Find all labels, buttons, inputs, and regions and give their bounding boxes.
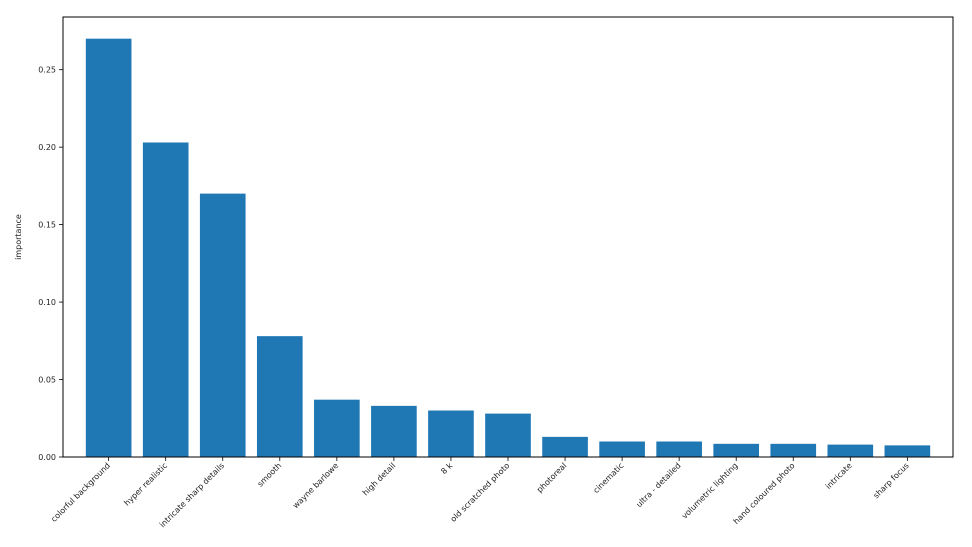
bar-4 [314,399,360,457]
y-tick-label-1: 0.05 [38,376,56,385]
x-tick-label-6: 8 k [439,461,454,476]
y-axis-label: importance [14,214,23,260]
y-tick-label-3: 0.15 [38,221,56,230]
x-tick-label-4: wayne barlowe [291,461,340,510]
x-tick-label-14: sharp focus [872,461,911,500]
bar-12 [770,443,817,457]
bar-6 [428,410,474,457]
x-tick-label-11: volumetric lighting [680,461,740,521]
x-tick-label-9: cinematic [592,461,626,495]
x-tick-label-12: hand coloured photo [732,461,797,526]
bar-3 [256,336,303,457]
bar-9 [599,441,645,457]
y-tick-label-0: 0.00 [38,453,56,462]
y-tick-label-5: 0.25 [38,66,56,75]
x-tick-label-0: colorful background [49,461,112,524]
y-axis-ticks: 0.00 0.05 0.10 0.15 0.20 0.25 [38,66,63,462]
x-tick-label-8: photoreal [535,461,568,494]
bar-8 [542,436,588,457]
bars-group [85,38,931,458]
bar-11 [713,443,760,457]
bar-7 [485,413,531,457]
bar-13 [827,444,874,457]
x-tick-label-5: high detail [361,461,397,497]
y-tick-label-2: 0.10 [38,298,56,307]
bar-0 [85,38,132,457]
bar-5 [371,405,417,457]
x-tick-label-13: intricate [824,461,854,491]
x-tick-label-10: ultra - detailed [634,461,682,509]
x-tick-label-1: hyper realistic [122,461,169,508]
y-tick-label-4: 0.20 [38,143,56,152]
x-tick-label-7: old scratched photo [449,461,512,524]
x-tick-label-3: smooth [256,461,284,489]
bar-14 [884,445,931,457]
plot-frame [62,16,954,458]
bar-10 [656,441,702,457]
x-axis-ticks: colorful background hyper realisticintric… [49,457,911,529]
bar-1 [142,142,189,458]
bar-2 [199,193,246,457]
x-tick-label-2: intricate sharp details [158,461,226,529]
